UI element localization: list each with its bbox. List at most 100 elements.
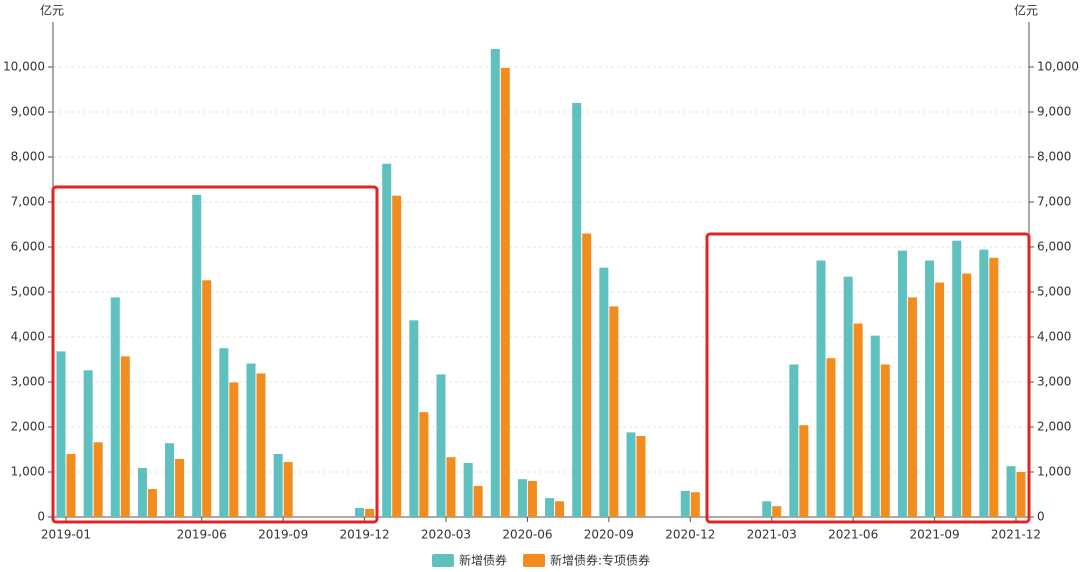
bar: [355, 508, 365, 517]
y-tick-label: 10,000: [3, 60, 45, 74]
bar: [283, 462, 293, 517]
x-tick-label: 2019-09: [258, 528, 308, 542]
bar: [545, 498, 555, 517]
highlight-box: [51, 185, 379, 524]
bar: [952, 240, 962, 517]
y2-tick-label: 8,000: [1037, 150, 1071, 164]
bar: [436, 374, 446, 517]
bar: [419, 412, 429, 517]
bar: [572, 103, 582, 517]
y2-tick-label: 3,000: [1037, 375, 1071, 389]
x-tick-label: 2021-12: [991, 528, 1041, 542]
bar: [799, 425, 809, 517]
bar: [626, 432, 636, 517]
x-tick-label: 2020-12: [665, 528, 715, 542]
bar: [175, 458, 185, 517]
x-tick-label: 2020-09: [584, 528, 634, 542]
bar: [83, 370, 93, 517]
bar: [500, 67, 510, 518]
bar: [392, 195, 402, 517]
bar: [853, 323, 863, 517]
bar: [473, 485, 483, 517]
y2-tick-label: 10,000: [1037, 60, 1079, 74]
bar: [517, 479, 527, 517]
x-tick-label: 2019-01: [41, 528, 91, 542]
legend-swatch[interactable]: [523, 554, 546, 567]
bar: [192, 194, 202, 518]
bar: [120, 356, 130, 517]
y2-tick-label: 5,000: [1037, 285, 1071, 299]
bar: [365, 508, 375, 517]
x-tick-label: 2020-03: [421, 528, 471, 542]
y2-tick-label: 0: [1037, 510, 1045, 524]
y2-tick-label: 2,000: [1037, 420, 1071, 434]
bar: [219, 348, 229, 517]
y-axis-unit: 亿元: [40, 3, 64, 18]
y2-tick-label: 6,000: [1037, 240, 1071, 254]
bar: [897, 250, 907, 517]
y-tick-label: 8,000: [11, 150, 45, 164]
bar: [843, 276, 853, 517]
x-tick-label: 2019-06: [177, 528, 227, 542]
bar: [147, 489, 157, 517]
bar: [690, 492, 700, 517]
y-tick-label: 9,000: [11, 105, 45, 119]
bar: [636, 436, 646, 517]
bar: [256, 373, 266, 517]
y2-tick-label: 1,000: [1037, 465, 1071, 479]
x-tick-label: 2021-03: [747, 528, 797, 542]
bar: [789, 364, 799, 517]
bar: [93, 442, 103, 517]
bar: [1016, 472, 1026, 517]
y-tick-label: 2,000: [11, 420, 45, 434]
y-tick-label: 3,000: [11, 375, 45, 389]
y-tick-label: 0: [37, 510, 45, 524]
x-tick-label: 2021-09: [910, 528, 960, 542]
bar: [56, 351, 66, 517]
bar: [446, 457, 456, 517]
bar: [246, 363, 256, 517]
bar: [907, 297, 917, 517]
bar: [880, 364, 890, 517]
bar: [989, 257, 999, 517]
y-tick-label: 5,000: [11, 285, 45, 299]
x-tick-label: 2021-06: [828, 528, 878, 542]
legend-label[interactable]: 新增债券:专项债券: [550, 553, 650, 568]
highlight-box: [705, 232, 1031, 524]
bar: [555, 501, 565, 517]
bar: [816, 260, 826, 517]
bar: [935, 282, 945, 517]
y2-tick-label: 7,000: [1037, 195, 1071, 209]
bar: [490, 49, 500, 517]
x-tick-label: 2019-12: [340, 528, 390, 542]
bar: [979, 249, 989, 517]
y2-axis-unit: 亿元: [1014, 3, 1038, 18]
bar: [165, 443, 175, 517]
bar: [870, 335, 880, 517]
bar: [826, 358, 836, 517]
y-tick-label: 7,000: [11, 195, 45, 209]
bar: [962, 273, 972, 517]
bar: [273, 454, 283, 517]
bar: [1006, 466, 1016, 517]
bar: [599, 267, 609, 517]
bar: [527, 481, 537, 517]
bar: [463, 463, 473, 517]
bar: [110, 297, 120, 517]
bar: [66, 454, 76, 517]
bar: [762, 501, 772, 517]
bar: [680, 490, 690, 517]
y2-tick-label: 4,000: [1037, 330, 1071, 344]
bar: [137, 467, 147, 517]
legend-label[interactable]: 新增债券: [459, 553, 507, 568]
bar: [772, 506, 782, 517]
bar: [582, 233, 592, 517]
bar: [609, 306, 619, 517]
bar: [409, 320, 419, 517]
bar: [382, 163, 392, 517]
bar: [202, 280, 212, 517]
legend-swatch[interactable]: [432, 554, 454, 567]
y2-tick-label: 9,000: [1037, 105, 1071, 119]
y-tick-label: 4,000: [11, 330, 45, 344]
